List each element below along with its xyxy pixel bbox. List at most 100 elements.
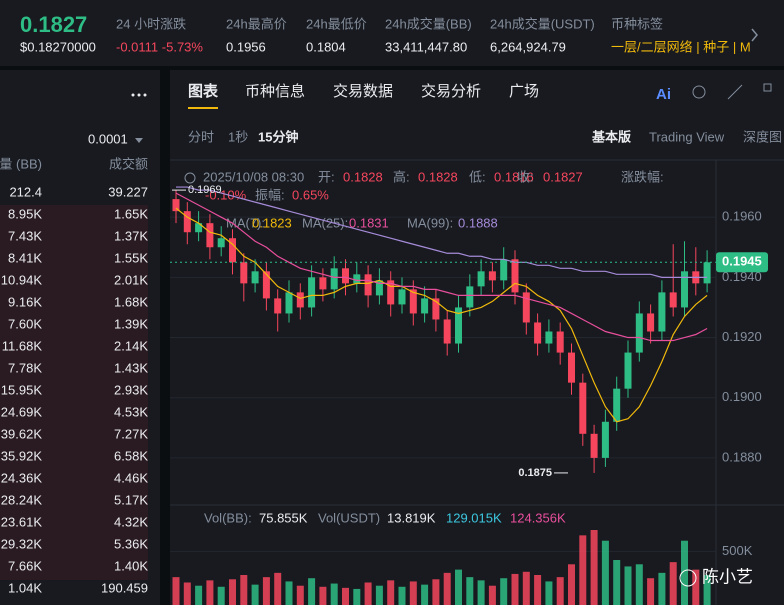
order-qty: 35.92K — [1, 448, 43, 463]
volume-bar — [601, 540, 609, 605]
last-price: 0.1827 — [20, 12, 87, 37]
order-amount: 2.01K — [114, 272, 148, 287]
candle-body — [647, 313, 655, 332]
stat-label: 24h成交量(USDT) — [490, 16, 595, 31]
view-option[interactable]: 深度图 — [743, 129, 782, 144]
volume-bar — [183, 582, 191, 605]
volume-bar — [500, 578, 508, 605]
bell-icon[interactable] — [692, 85, 706, 99]
info-value: 0.65% — [292, 187, 329, 202]
candle-body — [703, 262, 711, 284]
volume-bar — [669, 562, 677, 605]
candle-body — [624, 352, 632, 389]
volume-bar — [556, 577, 564, 605]
info-label: 高: — [393, 169, 410, 184]
ma-label: MA(7): — [226, 215, 265, 230]
view-option[interactable]: 基本版 — [591, 129, 631, 144]
candle-body — [534, 322, 542, 344]
order-amount: 1.43K — [114, 360, 148, 375]
volume-bar — [534, 575, 542, 605]
candle-body — [342, 268, 349, 284]
tab[interactable]: 交易分析 — [421, 82, 481, 100]
grid-icon[interactable] — [763, 83, 772, 92]
order-qty: 8.95K — [8, 206, 42, 221]
vol-value: 129.015K — [446, 510, 502, 525]
vol-value: 124.356K — [510, 510, 566, 525]
candle-body — [432, 298, 440, 320]
candle-body — [262, 271, 270, 299]
candle-body — [568, 352, 575, 383]
interval[interactable]: 15分钟 — [258, 129, 298, 144]
volume-bar — [330, 583, 338, 605]
depth-background — [0, 205, 148, 580]
info-value: 0.1828 — [343, 169, 383, 184]
order-amount: 1.55K — [114, 250, 148, 265]
low-marker: 0.1875 — [518, 467, 552, 479]
info-label: 收: — [517, 169, 534, 184]
volume-bar — [466, 577, 474, 605]
order-qty: 9.16K — [8, 294, 42, 309]
dropdown-icon[interactable] — [135, 138, 143, 143]
volume-bar — [387, 580, 395, 605]
info-value: 0.1816 — [494, 169, 534, 184]
candle-body — [601, 421, 609, 458]
candle-body — [545, 331, 553, 344]
precision[interactable]: 0.0001 — [88, 131, 128, 146]
tab[interactable]: 币种信息 — [245, 83, 305, 100]
stat-value: 6,264,924.79 — [490, 39, 566, 54]
volume-bar — [624, 566, 632, 605]
order-qty: 24.69K — [1, 404, 43, 419]
candle-body — [658, 292, 666, 332]
volume-bar — [488, 585, 496, 605]
volume-bar — [658, 572, 666, 605]
order-amount: 7.27K — [114, 426, 148, 441]
price-tag-label: 0.1945 — [722, 254, 762, 269]
candle-body — [669, 292, 677, 308]
tab[interactable]: 图表 — [188, 82, 219, 100]
ma-value: 0.1888 — [458, 215, 498, 230]
ma-value: 0.1823 — [252, 215, 292, 230]
volume-bar — [477, 580, 485, 605]
candle-body — [285, 292, 293, 314]
tab[interactable]: 广场 — [509, 83, 539, 100]
ma-value: 0.1831 — [349, 215, 389, 230]
interval[interactable]: 分时 — [188, 129, 214, 144]
volume-bar — [681, 540, 688, 605]
ma-label: MA(25): — [302, 215, 348, 230]
order-qty: 7.66K — [8, 558, 42, 573]
clock-icon — [184, 172, 196, 184]
info-label: 开: — [318, 169, 335, 184]
stat-value: -0.0111 -5.73% — [116, 39, 203, 54]
order-amount: 2.14K — [114, 338, 148, 353]
candle-body — [251, 271, 259, 284]
volume-bar — [251, 584, 259, 605]
vol-value: 75.855K — [259, 510, 308, 525]
watermark-icon — [679, 569, 697, 587]
candle-body — [421, 298, 429, 314]
high-marker: 0.1969 — [188, 184, 222, 196]
order-qty: 10.94K — [1, 272, 43, 287]
stat-label: 24h最低价 — [306, 16, 367, 31]
ai-button[interactable]: Ai — [656, 86, 671, 103]
info-value: 0.1828 — [418, 169, 458, 184]
next-icon[interactable] — [751, 28, 758, 42]
candle-body — [556, 331, 564, 353]
volume-bar — [240, 575, 248, 605]
more-icon[interactable] — [131, 93, 147, 97]
tab[interactable]: 交易数据 — [333, 82, 393, 100]
order-qty: 7.60K — [8, 316, 42, 331]
expand-icon[interactable] — [727, 84, 743, 100]
volume-bar — [195, 585, 203, 605]
y-tick-label: 0.1940 — [722, 269, 762, 284]
order-amount: 2.93K — [114, 382, 148, 397]
view-option[interactable]: Trading View — [649, 129, 725, 144]
order-amount: 4.32K — [114, 514, 148, 529]
order-amount: 1.68K — [114, 294, 148, 309]
volume-bar — [545, 581, 553, 605]
stat-value: 0.1956 — [226, 39, 266, 54]
ma-label: MA(99): — [407, 215, 453, 230]
column-header: 量 (BB) — [0, 156, 42, 171]
interval[interactable]: 1秒 — [228, 129, 248, 144]
stat-label: 24h成交量(BB) — [385, 16, 472, 31]
